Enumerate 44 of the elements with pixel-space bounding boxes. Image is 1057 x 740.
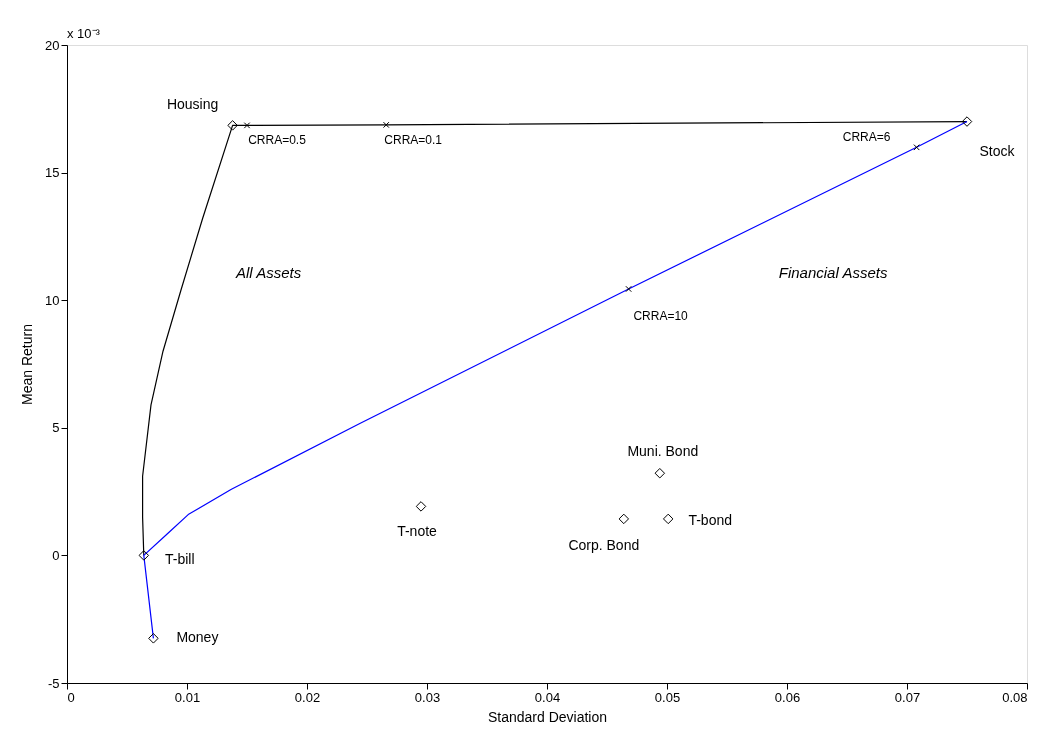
y-tick-label: 5 bbox=[52, 420, 60, 436]
y-tick-label: -5 bbox=[47, 675, 60, 691]
y-tick-label: 10 bbox=[45, 292, 60, 308]
annotation: Corp. Bond bbox=[568, 536, 640, 553]
annotation: Financial Assets bbox=[778, 263, 888, 281]
y-tick-label: 15 bbox=[45, 165, 60, 181]
point bbox=[654, 467, 666, 479]
x-tick-label: 0.02 bbox=[294, 689, 321, 705]
x-tick-label: 0.04 bbox=[534, 689, 561, 705]
x-tick-label: 0.05 bbox=[654, 689, 681, 705]
point bbox=[243, 122, 251, 129]
x-tick-label: 0.01 bbox=[174, 689, 201, 705]
x-tick-label: 0.07 bbox=[894, 689, 921, 705]
annotation: T-note bbox=[397, 523, 438, 540]
x-tick-label: 0.06 bbox=[774, 689, 801, 705]
annotation: CRRA=0.1 bbox=[384, 132, 443, 147]
annotation: T-bill bbox=[165, 551, 195, 568]
point bbox=[625, 285, 632, 293]
point bbox=[148, 633, 159, 644]
x-axis-title: Standard Deviation bbox=[487, 708, 608, 725]
point bbox=[961, 116, 973, 127]
point bbox=[415, 501, 427, 512]
x-tick-label: 0.03 bbox=[414, 689, 441, 705]
annotation: CRRA=10 bbox=[633, 308, 689, 323]
point bbox=[138, 550, 150, 561]
annotation: Muni. Bond bbox=[627, 443, 699, 460]
annotation: Housing bbox=[166, 96, 219, 113]
point bbox=[662, 513, 674, 525]
point bbox=[618, 513, 630, 525]
annotation: CRRA=6 bbox=[842, 130, 891, 145]
annotation: Stock bbox=[979, 142, 1016, 159]
x-tick-label: 0 bbox=[67, 689, 75, 705]
point bbox=[913, 144, 920, 151]
annotation: T-bond bbox=[688, 511, 732, 528]
y-tick-label: 0 bbox=[52, 547, 60, 563]
annotation: All Assets bbox=[234, 263, 302, 281]
annotation: CRRA=0.5 bbox=[248, 133, 307, 148]
point bbox=[382, 121, 390, 129]
y-tick-label: 20 bbox=[45, 37, 60, 53]
x-tick-label: 0.08 bbox=[1002, 689, 1028, 705]
point bbox=[227, 120, 238, 131]
text: x 10⁻³ bbox=[67, 26, 101, 42]
annotation: Money bbox=[176, 629, 219, 646]
y-axis-title: Mean Return bbox=[19, 324, 36, 405]
